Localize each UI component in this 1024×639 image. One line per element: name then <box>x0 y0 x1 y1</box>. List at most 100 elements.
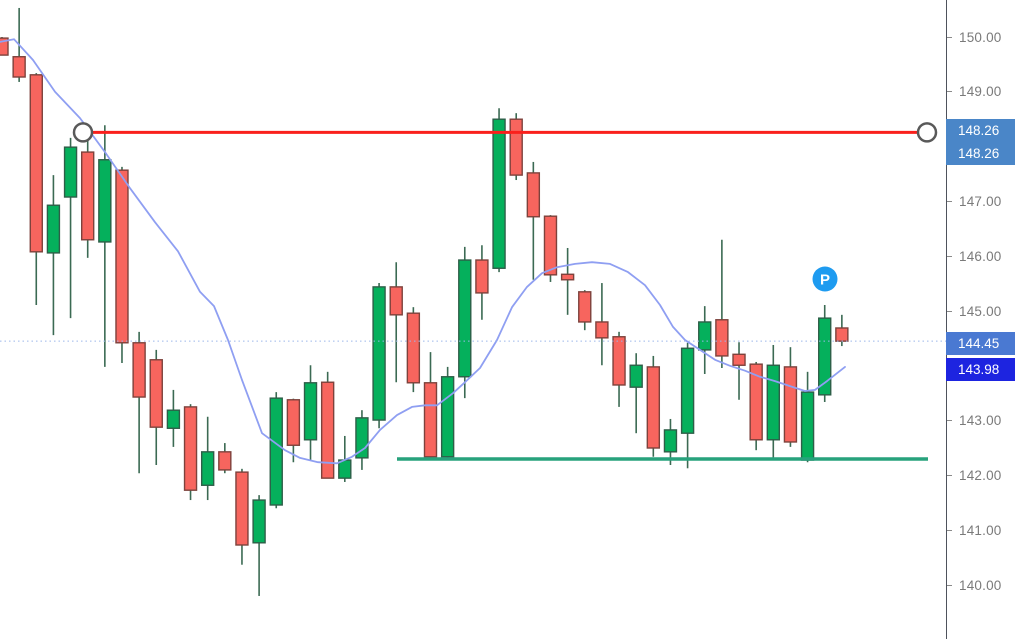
axis-tick: 141.00 <box>946 521 1002 539</box>
tick-mark <box>947 584 952 586</box>
candle <box>389 262 403 383</box>
tick-mark <box>947 255 952 257</box>
candle-body <box>320 381 335 479</box>
candle <box>132 331 146 474</box>
candle <box>749 361 763 451</box>
candle-body <box>595 321 609 339</box>
candle-body <box>440 376 455 458</box>
candle-body <box>183 406 198 491</box>
candle-body <box>286 399 301 446</box>
candle <box>303 365 318 461</box>
price-axis[interactable]: 150.00 149.00 147.00 146.00 145.00 143.00 142.… <box>946 0 1024 639</box>
price-axis-border <box>946 0 947 639</box>
axis-tick: 150.00 <box>946 28 1002 46</box>
candle-body <box>663 429 678 453</box>
price-badge-label: 148.26 <box>958 122 1000 138</box>
candle <box>0 37 9 56</box>
candle <box>629 353 643 434</box>
price-badge-label: 143.98 <box>958 362 1000 378</box>
tick-mark <box>947 91 952 93</box>
line-handle[interactable] <box>72 122 94 143</box>
price-badge: 144.45 <box>946 331 1015 355</box>
candle <box>320 371 335 479</box>
axis-tick-label: 149.00 <box>959 84 1002 100</box>
candle-body <box>543 215 558 276</box>
p-marker-label: P <box>820 272 830 289</box>
candle-body <box>29 74 43 253</box>
candle-body <box>166 409 181 429</box>
tick-mark <box>947 529 952 531</box>
candle-body <box>475 259 489 294</box>
candle <box>183 404 198 501</box>
candle <box>80 137 95 258</box>
candle <box>406 307 421 393</box>
axis-tick: 149.00 <box>946 83 1002 101</box>
candle <box>800 371 815 463</box>
candle-body <box>818 317 832 396</box>
axis-tick-label: 147.00 <box>959 193 1002 209</box>
candle <box>526 161 541 280</box>
candle <box>440 366 455 461</box>
candle-body <box>406 312 421 384</box>
candle-body <box>492 118 506 269</box>
candle-body <box>149 359 163 428</box>
candle <box>698 306 712 375</box>
axis-tick: 140.00 <box>946 576 1002 594</box>
candle <box>818 304 832 402</box>
candle-body <box>560 273 575 281</box>
axis-tick: 146.00 <box>946 247 1002 265</box>
candle <box>595 283 609 366</box>
candle <box>612 331 626 407</box>
axis-tick: 143.00 <box>946 412 1002 430</box>
candle-body <box>0 37 9 56</box>
candle <box>492 108 506 273</box>
candle-body <box>835 327 849 342</box>
candle-body <box>98 159 112 243</box>
candle <box>115 166 129 364</box>
axis-tick-label: 146.00 <box>959 248 1002 264</box>
candle <box>235 468 249 565</box>
candle-body <box>218 451 232 471</box>
candle-body <box>63 146 78 198</box>
candle <box>560 247 575 315</box>
price-badge: 148.26 <box>946 141 1015 165</box>
candle <box>149 349 163 465</box>
candle-body <box>115 169 129 344</box>
candle-body <box>715 319 729 357</box>
candle <box>509 113 523 181</box>
candle <box>732 342 746 400</box>
candle <box>12 7 26 82</box>
candle-body <box>646 366 661 449</box>
tick-mark <box>947 474 952 476</box>
candle-body <box>12 56 26 78</box>
candle-body <box>732 353 746 366</box>
candle <box>680 342 695 469</box>
axis-tick-label: 141.00 <box>959 522 1002 538</box>
candle-body <box>423 382 438 458</box>
axis-tick-label: 145.00 <box>959 303 1002 319</box>
tick-mark <box>947 310 952 312</box>
candle-body <box>46 204 61 254</box>
candle-body <box>372 286 386 421</box>
candle-body <box>338 459 352 479</box>
tick-mark <box>947 36 952 38</box>
candle <box>218 443 232 474</box>
candle-body <box>132 342 146 398</box>
axis-tick: 145.00 <box>946 302 1002 320</box>
p-marker[interactable]: P <box>812 266 838 292</box>
candle-body <box>235 471 249 546</box>
line-handle[interactable] <box>916 122 938 143</box>
candle-body <box>749 363 763 441</box>
p-marker-circle[interactable] <box>812 266 838 292</box>
candle-body <box>80 151 95 241</box>
candle-body <box>800 391 815 461</box>
price-badge-label: 144.45 <box>958 335 1000 351</box>
candle <box>372 283 386 429</box>
price-badge: 148.26 <box>946 118 1015 142</box>
axis-tick-label: 143.00 <box>959 413 1002 429</box>
candle <box>646 355 661 457</box>
axis-tick-label: 140.00 <box>959 577 1002 593</box>
candle-body <box>458 259 472 378</box>
candle <box>578 290 592 331</box>
